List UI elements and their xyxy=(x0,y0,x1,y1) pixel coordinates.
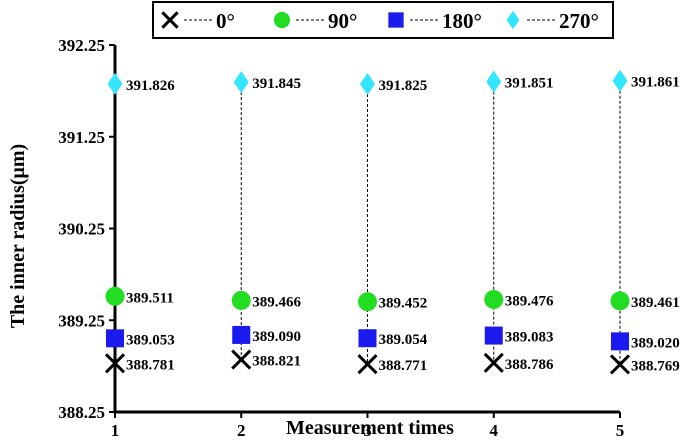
data-point xyxy=(483,352,504,373)
data-label: 388.786 xyxy=(505,357,554,373)
data-point xyxy=(107,72,123,95)
data-point xyxy=(484,290,504,310)
data-label: 391.851 xyxy=(505,76,554,92)
data-point xyxy=(105,286,125,306)
data-label: 391.826 xyxy=(126,78,175,94)
legend-label: 180° xyxy=(442,9,482,33)
data-label: 389.511 xyxy=(126,290,174,306)
data-point xyxy=(104,353,126,374)
legend-frame xyxy=(152,1,614,39)
data-point xyxy=(357,354,378,375)
data-point xyxy=(233,71,249,94)
data-point xyxy=(486,70,502,93)
y-tick-label: 390.25 xyxy=(58,220,105,239)
data-label: 389.452 xyxy=(379,296,428,312)
data-point xyxy=(358,329,377,348)
data-point xyxy=(609,354,631,375)
legend-label: 0° xyxy=(216,9,235,33)
data-label: 389.476 xyxy=(505,294,554,310)
x-tick-label: 2 xyxy=(237,421,246,439)
data-label: 389.090 xyxy=(252,329,301,345)
legend-label: 90° xyxy=(328,9,357,33)
legend-item: 90° xyxy=(273,9,357,33)
data-label: 391.845 xyxy=(252,76,301,92)
data-label: 389.020 xyxy=(631,335,680,351)
data-label: 389.461 xyxy=(631,295,680,311)
axes: 392.25 391.25 390.25 389.25 388.25 1 2 3 4 5 xyxy=(58,36,625,440)
y-tick-label: 391.25 xyxy=(58,128,105,147)
legend-label: 270° xyxy=(559,9,599,33)
y-axis-title: The inner radius(μm) xyxy=(7,144,29,328)
data-label: 391.825 xyxy=(379,78,428,94)
data-label: 388.821 xyxy=(252,354,301,370)
legend-item: 270° xyxy=(506,9,599,33)
data-point xyxy=(106,329,124,348)
data-point xyxy=(231,290,251,310)
data-label: 389.053 xyxy=(126,332,175,348)
data-point xyxy=(612,69,628,92)
data-point xyxy=(358,292,377,312)
x-tick-label: 3 xyxy=(363,421,372,439)
data-point xyxy=(231,349,252,370)
legend-marker xyxy=(506,10,520,30)
x-tick-label: 1 xyxy=(111,421,120,439)
data-labels: 388.781 388.821 388.771 388.786 388.769 389.5… xyxy=(126,75,680,375)
drop-lines xyxy=(240,90,621,365)
data-label: 389.054 xyxy=(379,332,428,348)
data-point xyxy=(610,291,630,311)
data-label: 388.771 xyxy=(379,358,428,374)
legend-item: 0° xyxy=(161,9,235,33)
x-tick-label: 4 xyxy=(490,421,499,439)
y-tick-label: 388.25 xyxy=(58,403,105,422)
y-tick-label: 392.25 xyxy=(58,36,105,55)
legend-item: 180° xyxy=(388,9,482,33)
legend-marker xyxy=(388,12,404,28)
data-point xyxy=(232,325,251,344)
data-point xyxy=(360,72,375,95)
data-point xyxy=(611,332,629,351)
legend-marker xyxy=(161,11,179,29)
data-label: 389.466 xyxy=(252,294,301,310)
data-label: 388.781 xyxy=(126,357,175,373)
legend-marker xyxy=(273,11,291,29)
data-label: 389.083 xyxy=(505,330,554,346)
data-marks xyxy=(104,69,631,375)
legend: 0° 90° 180° 270° xyxy=(152,1,614,39)
x-axis-title: Measurement times xyxy=(286,417,454,439)
data-point xyxy=(484,326,503,345)
y-tick-label: 389.25 xyxy=(58,311,105,330)
data-label: 391.861 xyxy=(631,75,680,91)
data-label: 388.769 xyxy=(631,358,680,374)
x-tick-label: 5 xyxy=(616,421,625,439)
